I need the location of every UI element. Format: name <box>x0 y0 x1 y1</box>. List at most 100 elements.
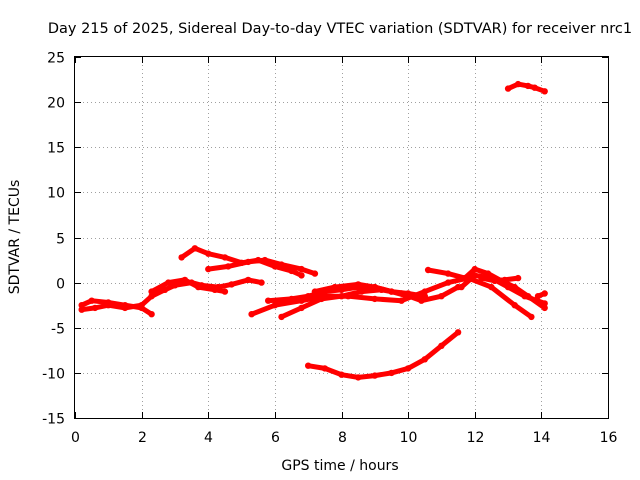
y-tick-label: 15 <box>47 141 65 157</box>
y-tick-label: 10 <box>47 186 65 202</box>
data-point <box>138 302 145 309</box>
x-tick-label: 14 <box>533 430 551 446</box>
data-point <box>438 293 445 300</box>
x-tick-labels: 0 2 4 6 8 10 12 14 16 <box>71 430 617 446</box>
data-point <box>221 288 229 295</box>
data-point <box>211 286 219 293</box>
data-point <box>261 256 269 264</box>
data-point <box>388 288 395 295</box>
data-point <box>331 283 338 291</box>
x-tick-label: 4 <box>204 430 213 446</box>
data-point <box>318 295 325 303</box>
data-point <box>355 281 362 288</box>
y-tick-label: 20 <box>47 96 65 112</box>
y-tick-label: 0 <box>56 277 65 293</box>
data-point <box>161 286 169 293</box>
y-tick-label: -10 <box>42 367 65 383</box>
data-point <box>541 88 548 95</box>
data-point <box>444 270 452 277</box>
data-point <box>205 265 212 273</box>
plot-frame <box>74 56 609 419</box>
data-point <box>245 276 252 284</box>
data-point <box>371 372 378 379</box>
data-point <box>514 274 522 282</box>
data-point <box>338 293 345 300</box>
y-tick-label: -15 <box>42 412 65 428</box>
x-tick-label: 6 <box>271 430 280 446</box>
data-point <box>88 297 95 304</box>
data-point <box>531 84 538 91</box>
data-point <box>148 311 155 318</box>
data-point <box>311 288 319 295</box>
data-point <box>248 311 255 318</box>
y-tick-label: 25 <box>47 51 65 67</box>
data-point <box>258 279 265 286</box>
data-point <box>371 283 378 291</box>
data-point <box>298 272 305 279</box>
data-point <box>205 250 212 257</box>
data-point <box>528 313 535 321</box>
chart-title: Day 215 of 2025, Sidereal Day-to-day VTE… <box>48 21 632 37</box>
data-point <box>265 297 272 304</box>
data-point <box>388 369 395 377</box>
data-point <box>298 304 305 312</box>
x-axis-label: GPS time / hours <box>281 458 398 474</box>
x-tick-label: 2 <box>138 430 147 446</box>
series-line-arc-7 <box>279 284 461 320</box>
data-point <box>78 306 85 313</box>
data-point <box>78 302 85 309</box>
x-tick-label: 16 <box>600 430 618 446</box>
y-tick-label: -5 <box>51 322 65 338</box>
data-point <box>504 283 512 291</box>
data-point <box>421 356 428 363</box>
data-point <box>471 272 478 279</box>
data-point <box>534 293 542 300</box>
data-point <box>148 288 155 295</box>
data-point <box>148 293 155 300</box>
data-point <box>404 290 412 297</box>
data-point <box>424 266 432 274</box>
data-point <box>91 304 99 312</box>
data-point <box>121 304 129 312</box>
data-point <box>355 374 362 381</box>
data-point <box>421 293 428 300</box>
data-point <box>165 279 172 286</box>
data-point <box>288 295 295 303</box>
data-point <box>221 254 229 261</box>
data-point <box>195 283 202 291</box>
grid <box>75 57 608 418</box>
series-line-arc-10 <box>305 329 461 380</box>
data-point <box>245 258 252 266</box>
x-tick-label: 12 <box>467 430 485 446</box>
x-tick-label: 8 <box>338 430 347 446</box>
data-point <box>504 85 512 92</box>
data-point <box>298 265 305 273</box>
data-point <box>488 283 495 291</box>
data-point <box>228 281 235 288</box>
data-point <box>305 293 312 300</box>
data-point <box>398 297 405 304</box>
data-point <box>271 302 279 309</box>
data-point <box>501 276 508 284</box>
data-point <box>321 365 328 372</box>
data-point <box>478 274 485 282</box>
data-point <box>105 302 112 309</box>
data-point <box>358 288 365 295</box>
y-tick-label: 5 <box>56 232 65 248</box>
axis-ticks <box>75 57 609 419</box>
data-point <box>514 80 522 88</box>
series-layer <box>78 80 548 381</box>
data-point <box>404 365 412 372</box>
data-point <box>541 290 548 297</box>
data-point <box>278 261 285 268</box>
data-point <box>491 277 498 284</box>
series-line-arc-13 <box>478 275 521 284</box>
data-point <box>178 254 185 261</box>
data-point <box>311 270 319 277</box>
data-point <box>471 265 478 273</box>
data-point <box>524 82 532 90</box>
data-point <box>225 263 232 270</box>
y-axis-label: SDTVAR / TECUs <box>7 180 23 295</box>
data-point <box>371 295 378 303</box>
